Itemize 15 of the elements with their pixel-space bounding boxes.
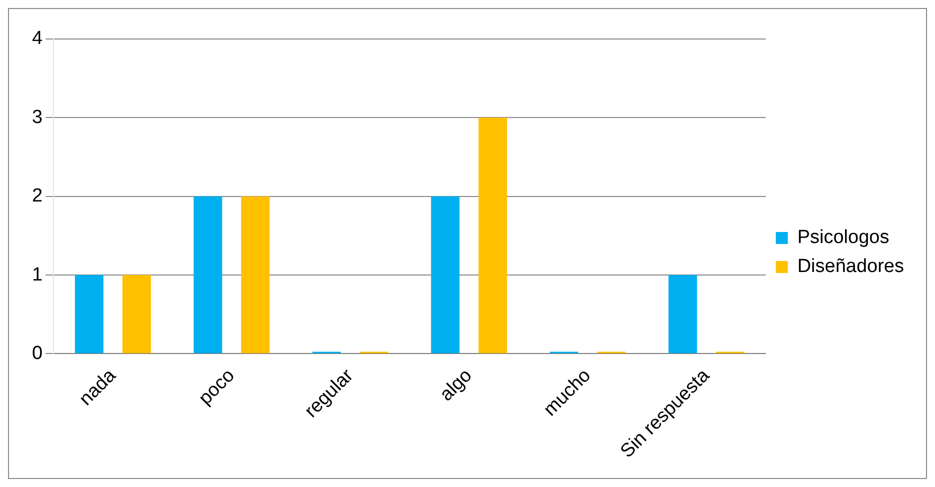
- y-tick-label: 0: [32, 342, 43, 364]
- bar: [74, 275, 104, 354]
- bar: [431, 196, 460, 354]
- bar: [122, 275, 151, 354]
- y-tick-label: 2: [32, 186, 43, 207]
- y-tick-label: 1: [32, 264, 43, 286]
- y-tick-label: 4: [32, 28, 43, 50]
- bar: [194, 196, 222, 354]
- bar: [668, 275, 697, 354]
- x-tick-label: algo: [436, 365, 476, 406]
- legend-label: Psicologos: [797, 227, 890, 248]
- bar: [241, 196, 270, 354]
- legend-label: Diseñadores: [797, 256, 904, 278]
- y-tick-label: 3: [32, 106, 43, 128]
- bar: [478, 118, 508, 354]
